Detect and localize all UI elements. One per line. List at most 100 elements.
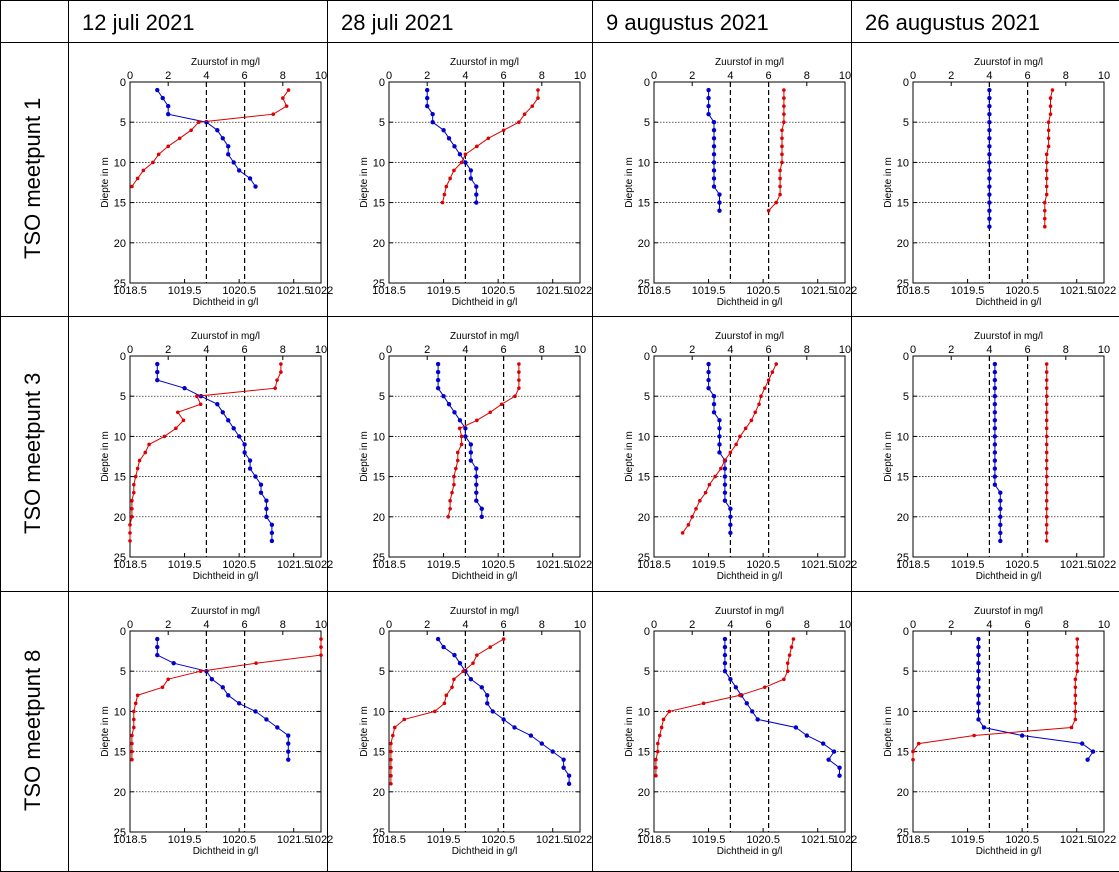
x-axis-title: Dichtheid in g/l bbox=[717, 846, 783, 857]
oxygen-data-point bbox=[446, 515, 450, 519]
oxygen-data-point bbox=[513, 394, 517, 398]
y-tick-label: 20 bbox=[114, 238, 126, 250]
oxygen-data-point bbox=[445, 185, 449, 189]
density-data-point bbox=[706, 362, 710, 366]
density-data-point bbox=[270, 523, 274, 527]
density-data-point bbox=[1080, 741, 1084, 745]
density-data-point bbox=[993, 458, 997, 462]
y-axis-title: Diepte in m bbox=[624, 157, 635, 208]
y-axis-title: Diepte in m bbox=[100, 157, 111, 208]
x2-tick-label: 6 bbox=[1025, 344, 1031, 356]
density-data-point bbox=[242, 442, 246, 446]
chart-r3c1: 05101520250 2 4 6 8 101018.5 1019.5 1020.5 1021.… bbox=[100, 606, 333, 857]
y-tick-label: 20 bbox=[638, 512, 650, 524]
density-data-point bbox=[463, 434, 467, 438]
x-tick-label: 1021.5 bbox=[277, 834, 311, 846]
plot-frame bbox=[389, 356, 580, 557]
y-tick-label: 20 bbox=[897, 512, 909, 524]
x-tick-label: 1022 bbox=[833, 559, 857, 571]
oxygen-data-point bbox=[1075, 637, 1079, 641]
oxygen-data-point bbox=[456, 459, 460, 463]
oxygen-data-point bbox=[1045, 394, 1049, 398]
density-data-point bbox=[998, 507, 1002, 511]
oxygen-data-point bbox=[757, 402, 761, 406]
oxygen-data-point bbox=[1074, 685, 1078, 689]
oxygen-data-point bbox=[389, 766, 393, 770]
oxygen-data-point bbox=[786, 661, 790, 665]
x2-tick-label: 2 bbox=[165, 344, 171, 356]
x2-tick-label: 6 bbox=[766, 619, 772, 631]
oxygen-data-point bbox=[759, 394, 763, 398]
x-tick-label: 1022 bbox=[1092, 834, 1116, 846]
y-tick-label: 5 bbox=[379, 391, 385, 403]
y-tick-label: 0 bbox=[903, 351, 909, 363]
x2-tick-label: 4 bbox=[462, 70, 468, 82]
x2-tick-label: 8 bbox=[1063, 344, 1069, 356]
oxygen-data-point bbox=[782, 104, 786, 108]
density-data-point bbox=[712, 394, 716, 398]
oxygen-data-point bbox=[319, 637, 323, 641]
oxygen-data-point bbox=[487, 136, 491, 140]
chart-r1c1: 05101520250 2 4 6 8 101018.5 1019.5 1020.5 1021.… bbox=[100, 57, 333, 308]
oxygen-data-point bbox=[654, 774, 658, 778]
oxygen-data-point bbox=[1047, 136, 1051, 140]
density-data-point bbox=[237, 701, 241, 705]
x2-tick-label: 10 bbox=[574, 344, 586, 356]
density-data-point bbox=[474, 474, 478, 478]
oxygen-data-point bbox=[972, 734, 976, 738]
x-tick-label: 1020.5 bbox=[481, 559, 515, 571]
x2-tick-label: 4 bbox=[727, 70, 733, 82]
density-data-point bbox=[264, 499, 268, 503]
oxygen-data-point bbox=[279, 370, 283, 374]
density-data-point bbox=[474, 200, 478, 204]
density-data-point bbox=[976, 709, 980, 713]
y-axis-title: Diepte in m bbox=[624, 706, 635, 757]
x-tick-label: 1020.5 bbox=[746, 285, 780, 297]
oxygen-data-point bbox=[157, 153, 161, 157]
density-data-point bbox=[987, 152, 991, 156]
x-tick-label: 1019.5 bbox=[168, 834, 202, 846]
oxygen-data-point bbox=[130, 515, 134, 519]
density-data-point bbox=[993, 386, 997, 390]
density-data-point bbox=[226, 693, 230, 697]
oxygen-data-point bbox=[1045, 193, 1049, 197]
oxygen-data-point bbox=[517, 120, 521, 124]
density-data-point bbox=[987, 144, 991, 148]
y-tick-label: 15 bbox=[897, 472, 909, 484]
oxygen-data-point bbox=[788, 653, 792, 657]
plot-frame bbox=[654, 82, 845, 283]
y-tick-label: 15 bbox=[638, 472, 650, 484]
y-tick-label: 10 bbox=[897, 157, 909, 169]
density-data-point bbox=[204, 120, 208, 124]
density-data-point bbox=[987, 88, 991, 92]
x-tick-label: 1019.5 bbox=[951, 559, 985, 571]
oxygen-data-point bbox=[488, 410, 492, 414]
oxygen-data-point bbox=[452, 169, 456, 173]
x-tick-label: 1018.5 bbox=[372, 285, 406, 297]
density-data-point bbox=[452, 410, 456, 414]
density-data-point bbox=[706, 96, 710, 100]
oxygen-data-point bbox=[911, 750, 915, 754]
oxygen-data-point bbox=[199, 669, 203, 673]
x2-tick-label: 0 bbox=[127, 70, 133, 82]
x-tick-label: 1019.5 bbox=[427, 834, 461, 846]
density-data-point bbox=[723, 645, 727, 649]
oxygen-data-point bbox=[134, 475, 138, 479]
density-data-point bbox=[264, 515, 268, 519]
density-data-point bbox=[993, 482, 997, 486]
oxygen-data-point bbox=[1045, 362, 1049, 366]
oxygen-data-point bbox=[738, 435, 742, 439]
x-tick-label: 1021.5 bbox=[1060, 285, 1094, 297]
oxygen-data-point bbox=[1074, 710, 1078, 714]
density-data-point bbox=[474, 466, 478, 470]
density-data-point bbox=[458, 152, 462, 156]
x-tick-label: 1018.5 bbox=[113, 559, 147, 571]
density-data-point bbox=[166, 112, 170, 116]
oxygen-data-point bbox=[433, 710, 437, 714]
oxygen-data-point bbox=[704, 491, 708, 495]
density-data-point bbox=[976, 701, 980, 705]
x-tick-label: 1018.5 bbox=[113, 285, 147, 297]
plot-frame bbox=[654, 356, 845, 557]
density-data-point bbox=[215, 128, 219, 132]
density-data-point bbox=[264, 507, 268, 511]
